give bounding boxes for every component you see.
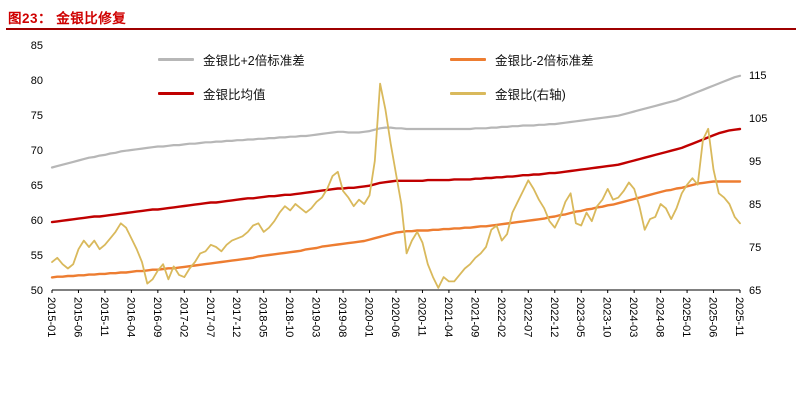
svg-text:2018-05: 2018-05 [257, 297, 269, 337]
svg-text:85: 85 [749, 199, 761, 211]
svg-text:2024-08: 2024-08 [654, 297, 666, 337]
legend-item-plus2std: 金银比+2倍标准差 [158, 50, 450, 69]
orange-line-swatch [450, 58, 486, 61]
legend-label: 金银比+2倍标准差 [203, 54, 305, 68]
legend-label: 金银比-2倍标准差 [495, 54, 594, 68]
svg-text:2018-10: 2018-10 [283, 297, 295, 337]
svg-text:2025-06: 2025-06 [707, 297, 719, 337]
svg-text:2019-03: 2019-03 [310, 297, 322, 337]
svg-text:75: 75 [31, 110, 43, 122]
legend-item-minus2std: 金银比-2倍标准差 [450, 50, 690, 69]
svg-text:2017-12: 2017-12 [230, 297, 242, 337]
svg-text:85: 85 [31, 40, 43, 52]
svg-text:2016-09: 2016-09 [151, 297, 163, 337]
svg-text:115: 115 [749, 70, 767, 82]
svg-text:105: 105 [749, 113, 767, 125]
svg-text:65: 65 [31, 180, 43, 192]
svg-text:2023-10: 2023-10 [601, 297, 613, 337]
svg-text:2022-02: 2022-02 [495, 297, 507, 337]
gray-line-swatch [158, 58, 194, 61]
title-divider [6, 28, 796, 30]
legend-item-mean: 金银比均值 [158, 84, 450, 103]
svg-text:2015-11: 2015-11 [98, 297, 110, 337]
svg-text:2019-08: 2019-08 [336, 297, 348, 337]
svg-text:2020-06: 2020-06 [389, 297, 401, 337]
legend-item-ratio-right-axis: 金银比(右轴) [450, 84, 690, 103]
svg-text:2017-02: 2017-02 [177, 297, 189, 337]
svg-text:80: 80 [31, 75, 43, 87]
svg-text:2021-09: 2021-09 [468, 297, 480, 337]
gold-line-swatch [450, 92, 486, 95]
svg-text:2020-11: 2020-11 [415, 297, 427, 337]
svg-text:2020-01: 2020-01 [363, 297, 375, 337]
svg-text:2025-01: 2025-01 [680, 297, 692, 337]
chart-legend: 金银比+2倍标准差 金银比-2倍标准差 金银比均值 金银比(右轴) [158, 50, 690, 103]
svg-text:2025-11: 2025-11 [733, 297, 745, 337]
figure-title: 图23： 金银比修复 [8, 11, 127, 26]
svg-text:60: 60 [31, 215, 43, 227]
svg-text:70: 70 [31, 145, 43, 157]
svg-text:95: 95 [749, 156, 761, 168]
svg-text:2017-07: 2017-07 [204, 297, 216, 337]
svg-text:55: 55 [31, 250, 43, 262]
legend-label: 金银比均值 [203, 88, 266, 102]
svg-text:75: 75 [749, 242, 761, 254]
svg-text:2015-01: 2015-01 [45, 297, 57, 337]
svg-text:2022-12: 2022-12 [548, 297, 560, 337]
red-line-swatch [158, 92, 194, 95]
svg-text:2024-03: 2024-03 [627, 297, 639, 337]
svg-text:2016-04: 2016-04 [124, 297, 136, 337]
svg-text:2015-06: 2015-06 [71, 297, 83, 337]
svg-text:2023-05: 2023-05 [574, 297, 586, 337]
svg-text:2021-04: 2021-04 [442, 297, 454, 337]
figure-header: 图23： 金银比修复 [0, 0, 802, 30]
svg-text:65: 65 [749, 285, 761, 297]
svg-text:50: 50 [31, 285, 43, 297]
svg-text:2022-07: 2022-07 [521, 297, 533, 337]
legend-label: 金银比(右轴) [495, 88, 566, 102]
